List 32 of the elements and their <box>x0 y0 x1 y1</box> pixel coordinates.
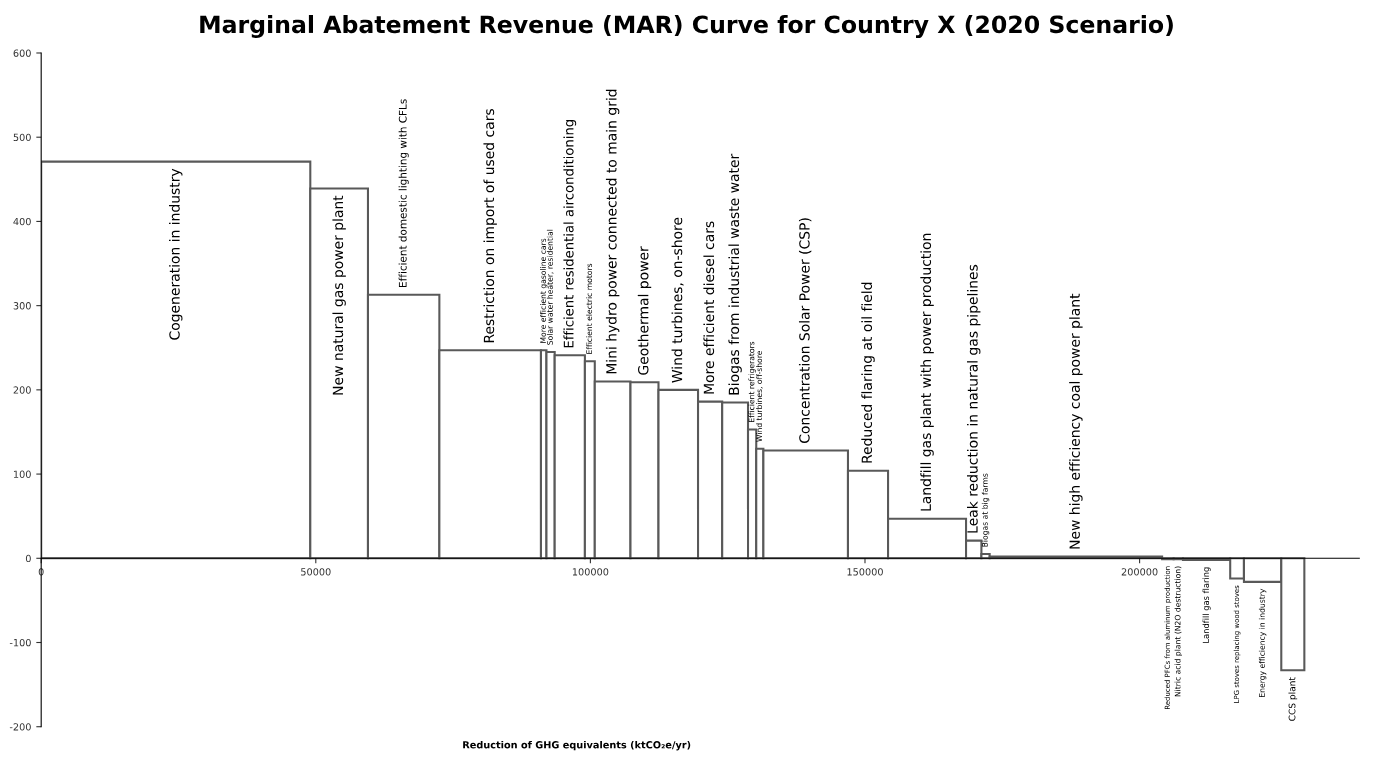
y-tick-label: 600 <box>13 49 31 57</box>
x-tick-label: 200000 <box>1121 568 1158 576</box>
y-tick-label: 400 <box>13 217 31 226</box>
annotation: Concentration Solar Power (CSP) <box>798 218 812 443</box>
x-tick-label: 150000 <box>847 568 883 576</box>
annotation: Wind turbines, on-shore <box>671 217 684 383</box>
annotation: Efficient domestic lighting with CFLs <box>398 99 409 287</box>
annotation: Leak reduction in natural gas pipelines <box>967 264 981 533</box>
y-tick-label: 300 <box>13 302 31 310</box>
annotation: New high efficiency coal power plant <box>1069 293 1083 549</box>
y-tick-label: 200 <box>13 386 31 394</box>
y-tick-label: 100 <box>13 470 31 478</box>
annotation: Restriction on import of used cars <box>483 109 497 343</box>
annotation: Cogeneration in industry <box>169 168 183 340</box>
chart-title: Marginal Abatement Revenue (MAR) Curve for Country X (2020 Scenario) <box>200 14 1173 39</box>
annotation: Efficient residential airconditioning <box>563 120 577 348</box>
y-tick-label: 500 <box>13 133 31 142</box>
annotation: Geothermal power <box>637 246 652 375</box>
y-tick-label: -200 <box>9 723 31 731</box>
x-axis-title: Reduction of GHG equivalents (ktCO₂e/yr) <box>463 740 691 751</box>
y-tick-label: 0 <box>25 554 31 563</box>
annotation: CCS plant <box>1288 677 1298 721</box>
annotation: Biogas from industrial waste water <box>728 153 742 395</box>
y-tick-label: -100 <box>9 638 31 647</box>
annotation: Reduced flaring at oil field <box>861 282 875 463</box>
x-tick-label: 50000 <box>301 568 331 576</box>
annotation: Landfill gas plant with power production <box>920 233 934 511</box>
annotation: Landfill gas flaring <box>1202 567 1211 643</box>
x-tick-label: 100000 <box>572 568 609 576</box>
annotation: More efficient diesel cars <box>703 221 715 394</box>
annotation: Mini hydro power connected to main grid <box>605 89 620 374</box>
annotation: New natural gas power plant <box>332 195 346 395</box>
